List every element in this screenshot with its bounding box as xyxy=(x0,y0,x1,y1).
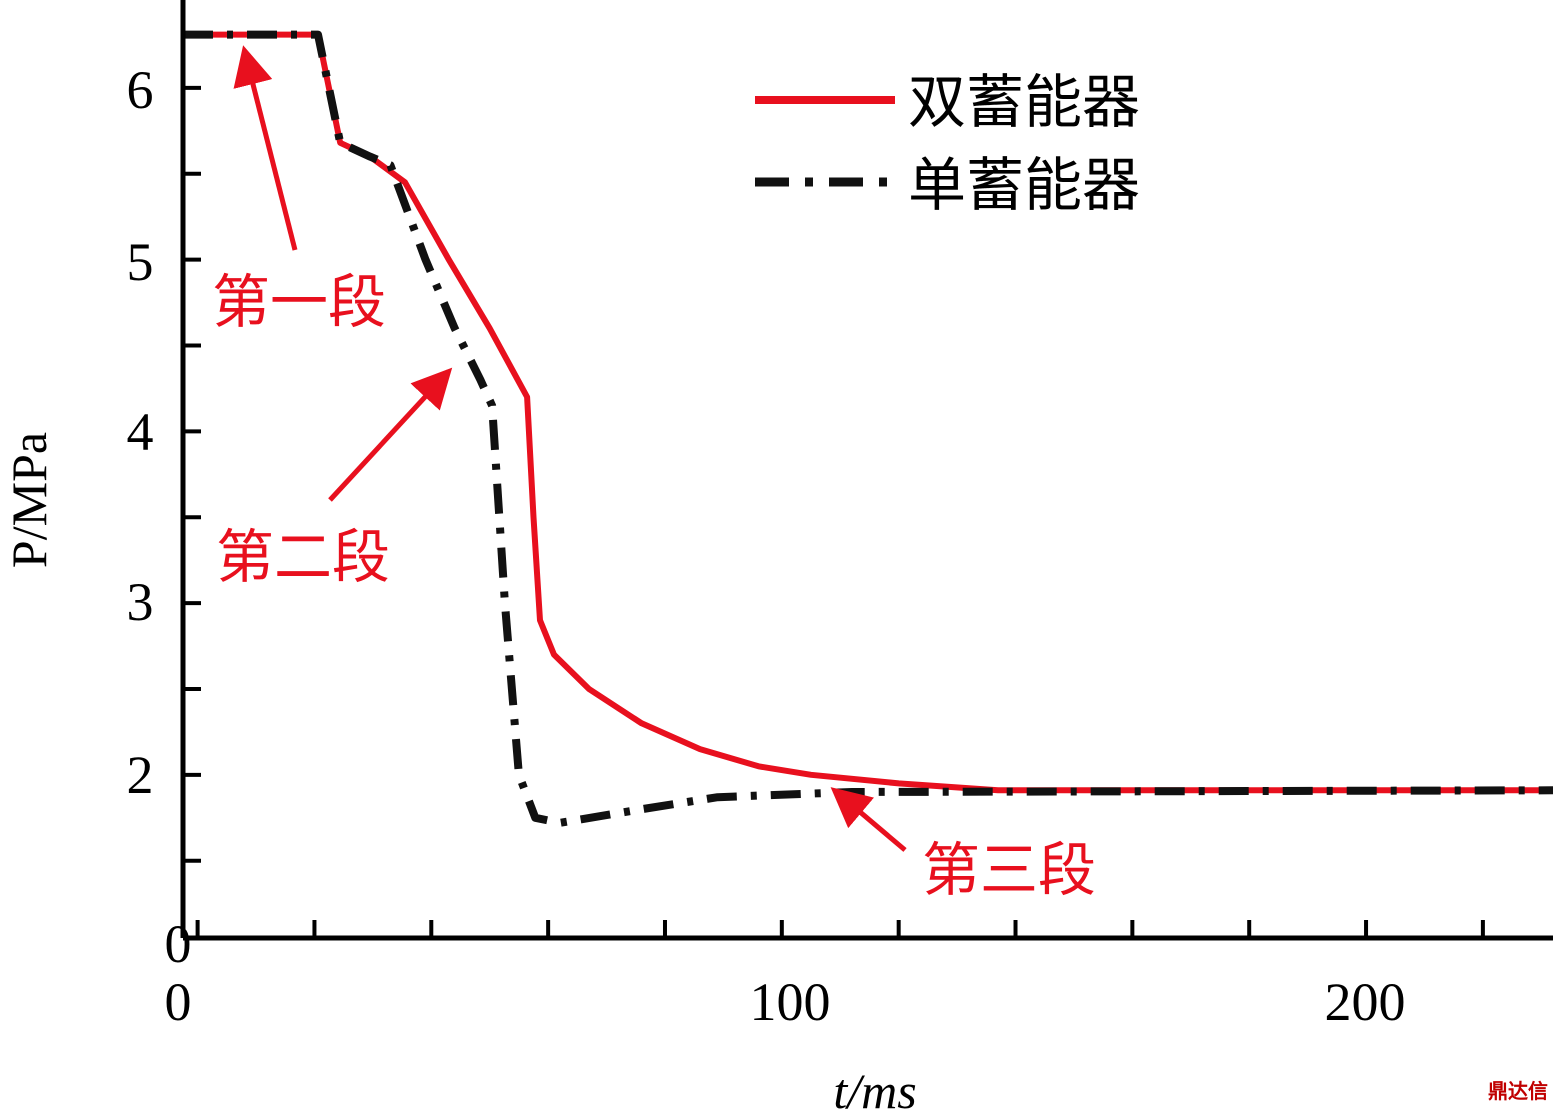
y-tick-label-5: 5 xyxy=(127,232,154,292)
y-tick-label-6: 6 xyxy=(127,60,154,120)
watermark: 鼎达信 xyxy=(1488,1079,1548,1103)
x-axis-label: t/ms xyxy=(833,1063,916,1112)
x-tick-label-200: 200 xyxy=(1325,972,1406,1032)
annotation-arrow-1 xyxy=(233,45,298,251)
annotation-stage-1: 第一段 xyxy=(212,268,386,336)
annotation-arrow-2 xyxy=(328,367,453,502)
y-tick-label-4: 4 xyxy=(127,402,154,462)
series-line-single-accumulator xyxy=(183,30,1554,827)
legend-label-single: 单蓄能器 xyxy=(908,151,1140,219)
x-tick-label-100: 100 xyxy=(750,972,831,1032)
annotation-stage-3: 第三段 xyxy=(922,836,1096,904)
y-tick-label-3: 3 xyxy=(127,572,154,632)
series-line-dual-accumulator xyxy=(183,31,1553,794)
annotation-arrow-3 xyxy=(830,787,907,852)
legend-label-dual: 双蓄能器 xyxy=(908,68,1140,136)
y-axis-label: P/MPa xyxy=(1,432,57,568)
origin-label: 0 xyxy=(165,914,192,974)
annotation-stage-2: 第二段 xyxy=(216,523,390,591)
y-tick-label-2: 2 xyxy=(127,745,154,805)
x-tick-label-0: 0 xyxy=(165,972,192,1032)
